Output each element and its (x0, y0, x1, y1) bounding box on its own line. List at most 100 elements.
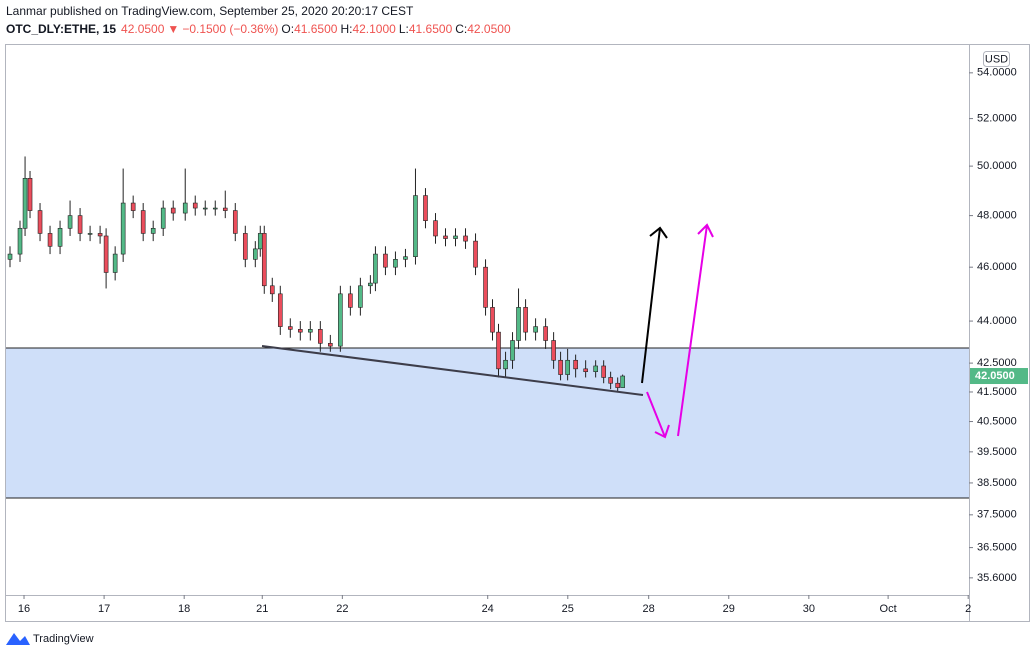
logo: TradingView (6, 633, 94, 645)
candle-body (242, 233, 248, 260)
candle-body (328, 343, 333, 347)
ohlc-label: O: (281, 22, 294, 36)
symbol: OTC_DLY:ETHE, 15 (6, 22, 116, 36)
candle-body (37, 210, 43, 234)
arrow-down-pink (646, 391, 670, 439)
x-tick-label: 25 (562, 603, 574, 615)
chart-frame (5, 44, 1030, 622)
candle-body (27, 178, 33, 211)
arrow-up-pink (677, 223, 714, 437)
candle-body (483, 266, 488, 308)
candle-body (373, 253, 378, 284)
x-tick-label: 29 (723, 603, 735, 615)
y-tick-label: 48.0000 (977, 210, 1017, 222)
candle-body (298, 329, 303, 333)
y-tick-label: 35.6000 (977, 572, 1017, 584)
trend-line (261, 345, 644, 396)
logo-icon (6, 633, 30, 645)
candle-body (393, 259, 398, 268)
candle-body (269, 285, 275, 295)
y-tick-label: 41.5000 (977, 386, 1017, 398)
last: 42.0500 (121, 22, 165, 36)
candle-body (383, 253, 388, 268)
x-tick-label: 30 (803, 603, 815, 615)
arrow-up-black (641, 226, 668, 384)
y-tick-label: 44.0000 (977, 315, 1017, 327)
candle-body (140, 210, 146, 234)
symbol-line: OTC_DLY:ETHE, 15 42.0500 ▼ −0.1500 (−0.36%)… (6, 22, 511, 36)
candle-body (277, 293, 283, 327)
candle-body (87, 233, 93, 235)
brand: TradingView (33, 633, 94, 645)
candle-body (17, 227, 23, 255)
candle-body (338, 293, 343, 347)
candle-body (510, 340, 515, 361)
x-tick-label: 18 (178, 603, 190, 615)
candle-body (261, 233, 267, 287)
zone (6, 348, 969, 498)
candle-body (496, 331, 501, 370)
x-tick-label: 24 (482, 603, 494, 615)
currency: USD (985, 53, 1008, 65)
candle-body (103, 235, 109, 273)
candle-body (97, 233, 103, 237)
candle-body (182, 202, 188, 214)
candle-body (368, 282, 373, 287)
y-tick-label: 40.5000 (977, 415, 1017, 427)
candle-body (348, 293, 353, 308)
candle-body (77, 215, 83, 234)
candle-body (503, 359, 508, 370)
x-tick-label: 17 (98, 603, 110, 615)
candle-body (47, 233, 53, 247)
candle-body (565, 359, 570, 375)
candle-body (443, 235, 448, 239)
candle-body (287, 326, 293, 330)
candle-body (413, 195, 418, 257)
x-tick-label: 2 (965, 603, 971, 615)
candle-body (257, 233, 263, 250)
candle-body (558, 359, 563, 375)
ohlc-label: H: (340, 22, 352, 36)
y-tick-label: 42.5000 (977, 357, 1017, 369)
candle-body (551, 340, 556, 361)
candle-body (318, 329, 323, 344)
y-tick-label: 37.5000 (977, 509, 1017, 521)
y-tick-label: 50.0000 (977, 160, 1017, 172)
last-price-label: 42.0500 (975, 370, 1015, 382)
ohlc-label: L: (399, 22, 409, 36)
ohlc-value: 42.1000 (352, 22, 396, 36)
candle-body (403, 256, 408, 260)
ohlc-value: 42.0500 (467, 22, 511, 36)
candle-body (57, 227, 63, 247)
candle-body (583, 368, 588, 373)
published-line: Lanmar published on TradingView.com, Sep… (6, 4, 414, 18)
last-price-box (970, 368, 1028, 385)
ohlc-label: C: (455, 22, 467, 36)
candle-body (423, 195, 428, 221)
candle-body (533, 326, 538, 333)
currency-box (983, 51, 1010, 67)
x-tick-label: 16 (18, 603, 30, 615)
candle-body (615, 382, 620, 388)
candle-body (112, 253, 118, 273)
x-tick-label: Oct (880, 603, 897, 615)
candle-body (523, 307, 528, 333)
candle-body (543, 326, 548, 341)
candle-body (7, 253, 13, 260)
candle-body (490, 307, 495, 333)
candle-body (463, 235, 468, 242)
change: −0.1500 (−0.36%) (182, 22, 278, 36)
candle-body (22, 178, 28, 229)
candle-body (516, 307, 521, 341)
candle-body (608, 377, 613, 384)
ohlc-value: 41.6500 (294, 22, 338, 36)
y-tick-label: 36.5000 (977, 541, 1017, 553)
plot (7, 156, 625, 392)
candle-body (473, 240, 478, 268)
candle-body (308, 329, 313, 333)
candle-body (150, 227, 156, 234)
candle-body (212, 207, 218, 210)
candle-body (453, 235, 458, 239)
x-tick-label: 21 (256, 603, 268, 615)
